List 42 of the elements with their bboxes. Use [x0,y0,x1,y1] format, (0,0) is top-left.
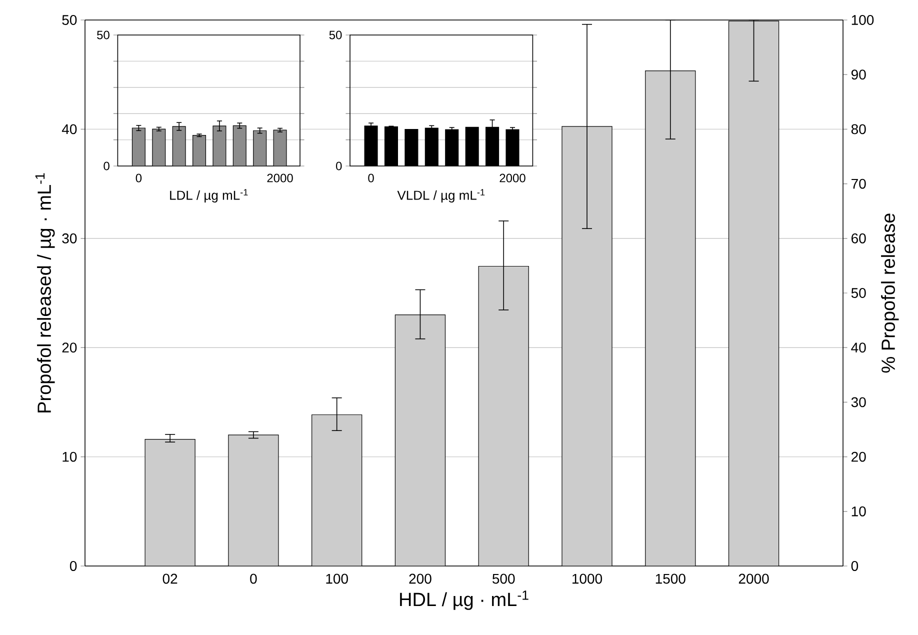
y-tick-label: 10 [62,452,77,462]
y-tick-label: 50 [62,15,77,25]
bar [172,126,186,166]
x-tick-label: 02 [162,574,178,584]
x-tick-label: 100 [326,574,348,584]
y2-tick-label: 0 [851,561,858,571]
x-axis-title: VLDL / µg mL$^{-1}$ [397,189,485,202]
y2-tick-label: 10 [852,506,866,516]
y2-tick-label: 90 [851,70,866,80]
y2-tick-label: 70 [852,178,866,189]
x-tick-label: 0 [368,174,374,182]
y-tick-label: 0 [70,561,77,571]
x-tick-label: 200 [409,574,432,584]
y2-tick-label: 20 [852,452,866,462]
x-axis-title: LDL / µg mL$^{-1}$ [170,189,248,202]
bar [212,126,226,166]
y-tick-label: 20 [62,342,77,353]
y2-tick-label: 80 [851,124,866,134]
x-tick-label: 0 [250,574,257,584]
y2-tick-label: 60 [852,233,866,244]
y2-tick-label: 100 [852,15,874,25]
x-tick-label: 0 [136,174,142,182]
x-tick-label: 500 [492,574,515,584]
y-tick-label: 40 [62,124,77,134]
x-tick-label: 2000 [267,174,293,182]
x-axis-title: HDL / µg · mL$^{-1}$ [400,590,528,610]
y2-tick-label: 30 [851,397,866,408]
x-tick-label: 1000 [572,574,602,584]
y-axis-title: Propofol released / µg · mL$^{-1}$ [35,173,55,412]
x-tick-label: 1500 [656,574,686,584]
bar [253,130,267,166]
bar [152,129,166,166]
bar [232,125,246,166]
x-tick-label: 2000 [500,174,526,182]
bar [273,130,287,166]
bar [192,135,206,166]
y2-axis-title: % Propofol release [881,214,899,373]
x-tick-label: 2000 [738,574,769,584]
y2-tick-label: 50 [851,288,866,298]
bar [132,128,146,166]
y-tick-label: 30 [62,233,77,244]
y2-tick-label: 40 [851,342,866,353]
